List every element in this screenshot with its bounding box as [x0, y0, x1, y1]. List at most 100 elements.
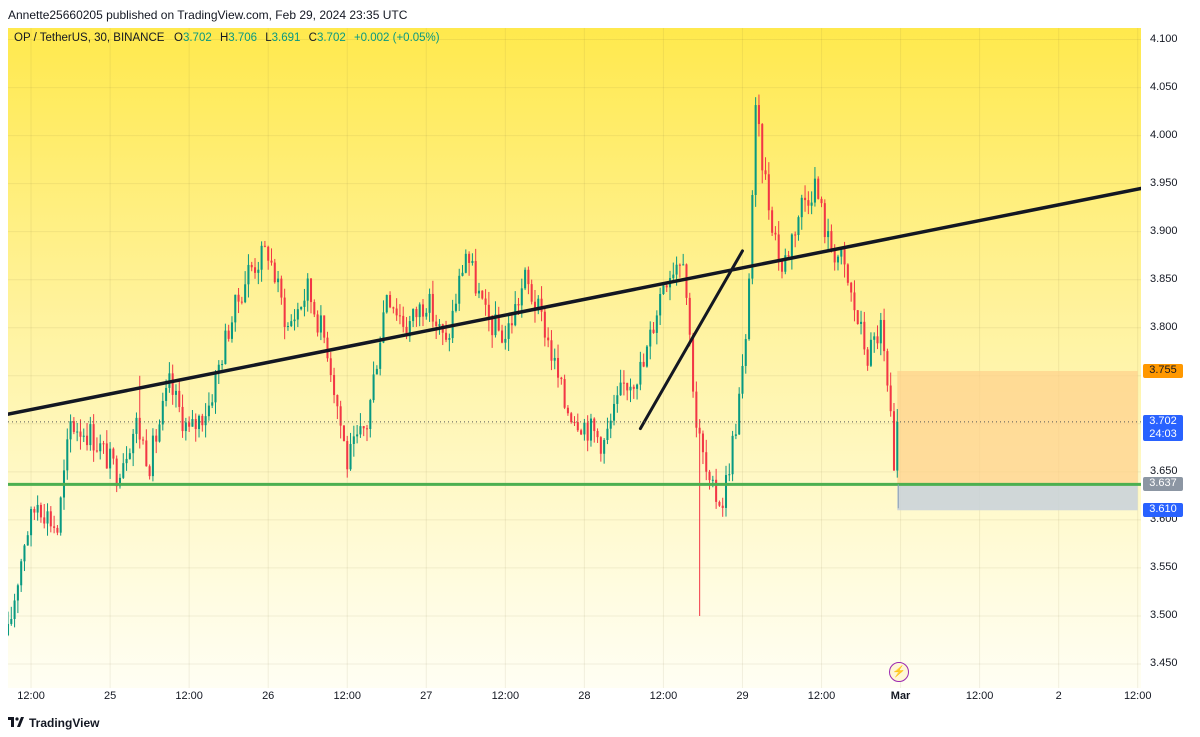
candle-body [543, 311, 546, 338]
candle-body [369, 400, 372, 429]
stop-zone [897, 484, 1138, 511]
candle-body [477, 290, 481, 294]
candle-body [464, 253, 467, 273]
candle-body [566, 407, 569, 414]
candle-body [454, 303, 457, 311]
candle-body [850, 282, 853, 293]
candle-body [306, 278, 309, 301]
candle-body [158, 424, 161, 442]
candle-body [540, 298, 543, 312]
price-tick: 3.500 [1150, 608, 1178, 621]
candle-body [309, 278, 313, 303]
candle-body [89, 424, 92, 446]
candle-body [313, 302, 316, 315]
candle-body [833, 249, 836, 263]
position-zones [897, 370, 1138, 511]
candle-body [333, 375, 336, 396]
header: Annette25660205 published on TradingView… [0, 0, 1200, 28]
candle-body [468, 253, 471, 263]
candle-body [487, 304, 490, 319]
time-tick: 28 [578, 690, 591, 702]
candle-body [171, 373, 174, 395]
footer: TradingView [8, 714, 99, 732]
candle-body [672, 274, 675, 279]
candle-body [655, 315, 658, 333]
candle-body [178, 390, 181, 407]
candle-body [550, 340, 553, 361]
candle-body [395, 308, 398, 316]
time-tick: 25 [103, 690, 117, 702]
candle-body [372, 374, 375, 401]
candle-body [876, 336, 879, 344]
candle-body [662, 285, 665, 294]
candle-body [553, 357, 556, 361]
candle-body [300, 306, 303, 310]
candle-body [260, 245, 263, 270]
candle-body [382, 312, 385, 343]
candle-body [122, 463, 125, 478]
price-tick: 3.800 [1150, 320, 1178, 333]
candle-body [408, 321, 411, 337]
candle-body [174, 390, 177, 395]
candle-body [128, 453, 131, 459]
candle-body [688, 297, 691, 335]
candle-body [609, 420, 612, 429]
candle-body [118, 477, 122, 487]
price-tick: 3.900 [1150, 224, 1178, 237]
candle-body [316, 314, 319, 333]
time-tick: 12:00 [333, 690, 361, 702]
close-value: 3.702 [316, 32, 346, 44]
time-tick: 12:00 [649, 690, 678, 702]
candle-body [649, 329, 652, 347]
candle-body [820, 198, 823, 204]
candle-body [800, 197, 803, 218]
candle-body [622, 382, 625, 384]
candle-body [138, 417, 141, 440]
candle-body [148, 466, 151, 477]
candle-body [659, 293, 662, 316]
candle-body [771, 210, 774, 233]
candle-body [484, 298, 487, 305]
candle-body [813, 178, 816, 203]
candle-body [481, 290, 484, 299]
candle-body [860, 321, 863, 324]
time-axis[interactable]: 12:00 25 12:00 26 12:00 27 12:00 28 12:00 29 12:00… [8, 688, 1151, 708]
lightning-event-icon[interactable]: ⚡ [889, 662, 909, 682]
candle-body [754, 105, 757, 196]
candle-body [99, 443, 102, 452]
candle-body [724, 475, 728, 508]
candle-body [705, 452, 708, 472]
candle-body [247, 264, 250, 285]
candle-body [761, 124, 764, 171]
chart-canvas[interactable] [8, 28, 1141, 688]
candle-body [665, 285, 668, 288]
candle-body [445, 332, 448, 340]
candle-body [49, 511, 52, 527]
candle-body [102, 443, 105, 445]
candle-body [92, 424, 95, 451]
candle-body [362, 426, 365, 429]
candle-body [619, 382, 622, 396]
candle-body [731, 435, 734, 475]
candle-body [678, 264, 681, 266]
price-axis[interactable]: 3.4503.5003.5503.6003.6503.7003.7503.800… [1141, 28, 1200, 688]
candle-body [613, 403, 616, 421]
price-badge-stop: 3.610 [1143, 503, 1183, 518]
candle-body [879, 319, 882, 344]
chart-pane[interactable] [8, 28, 1141, 688]
candle-body [728, 474, 731, 476]
candle-body [270, 260, 273, 263]
candle-body [402, 315, 405, 327]
candle-body [537, 298, 540, 311]
candle-body [244, 284, 247, 303]
candle-body [293, 319, 296, 322]
candle-body [524, 269, 527, 289]
candle-body [95, 450, 98, 452]
candle-body [405, 326, 408, 337]
candle-body [342, 425, 345, 442]
candle-body [221, 364, 224, 366]
drawings[interactable] [8, 186, 1141, 509]
high-label: H [219, 32, 229, 44]
candle-body [191, 419, 194, 427]
trendline-short [638, 249, 744, 431]
